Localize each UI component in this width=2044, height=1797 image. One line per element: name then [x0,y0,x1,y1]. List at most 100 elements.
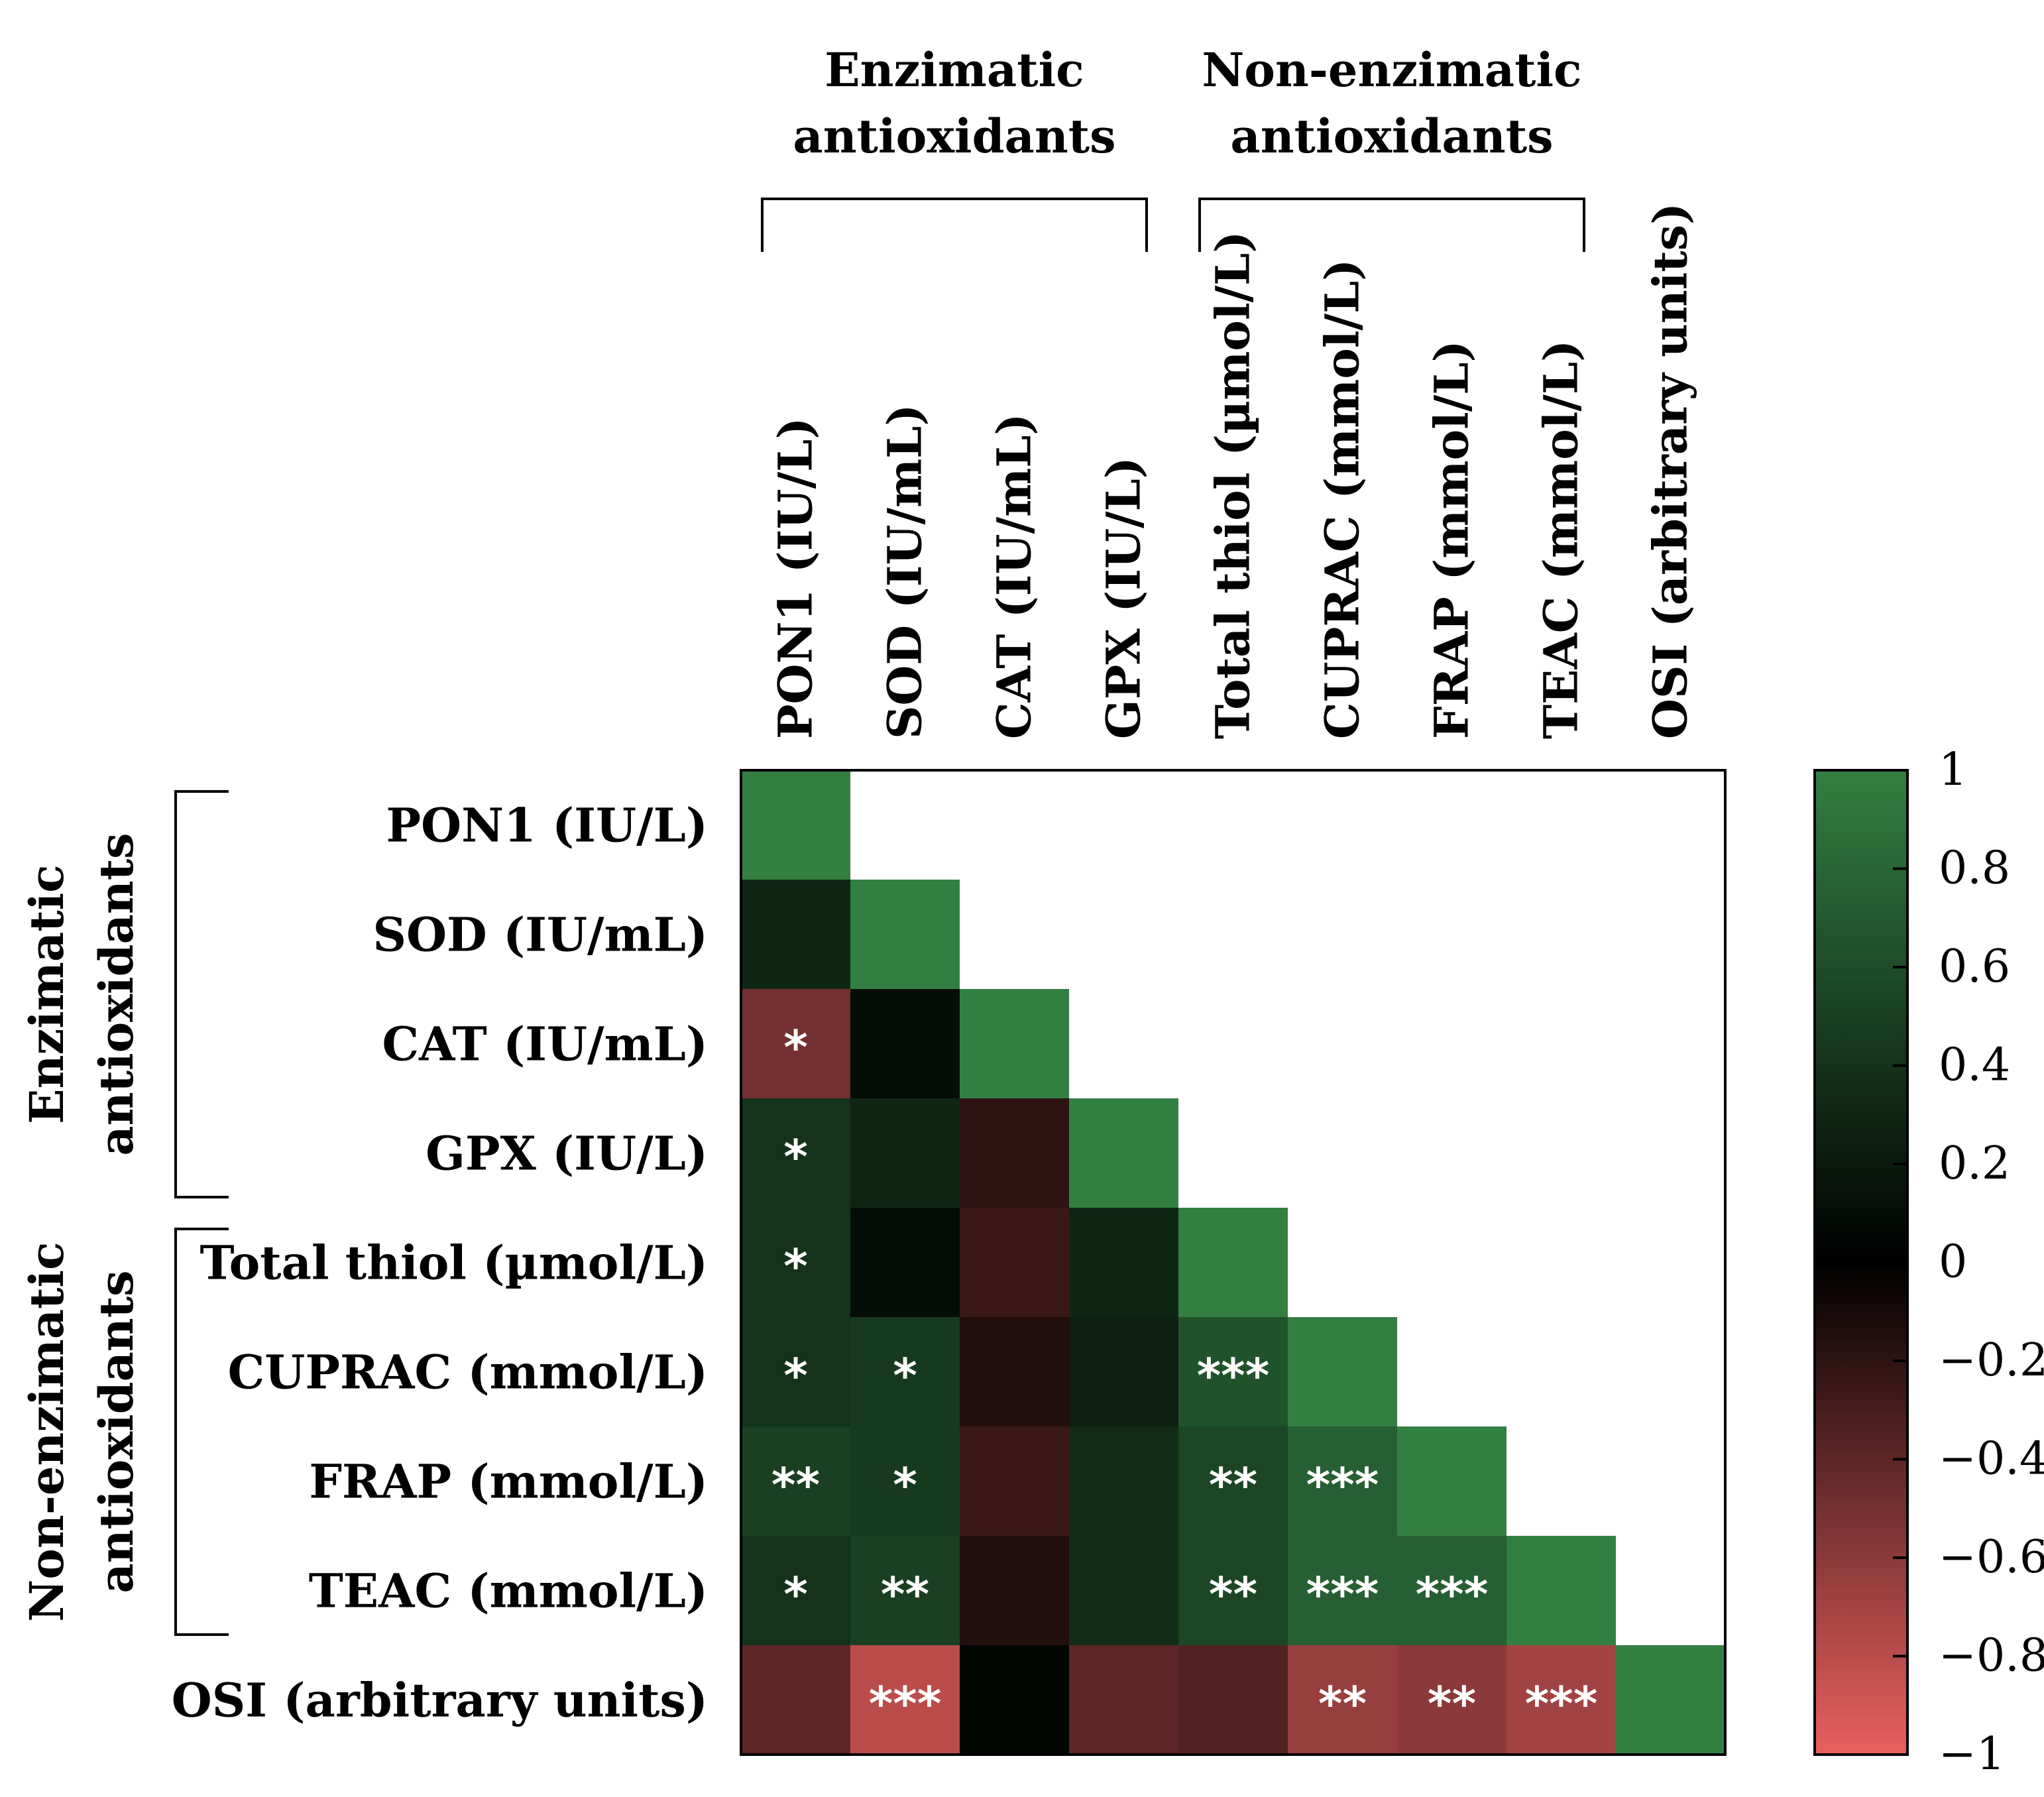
heatmap-cell-r6-c4 [1178,1426,1288,1536]
top-group-label-0-line1: Enzimatic [824,42,1084,97]
top-bracket-0 [761,198,1148,252]
heatmap-cell-r8-c5 [1288,1645,1397,1755]
heatmap-cell-r4-c0 [741,1208,850,1317]
heatmap-cell-r6-c2 [960,1426,1069,1536]
row-label-4: Total thiol (µmol/L) [200,1236,708,1291]
significance-mark-r8-c7: *** [1525,1677,1598,1731]
heatmap-cell-r5-c3 [1069,1317,1178,1426]
row-label-1: SOD (IU/mL) [373,907,708,962]
significance-mark-r5-c0: * [783,1349,808,1403]
heatmap-cell-r4-c4 [1178,1208,1288,1317]
heatmap-cell-r8-c1 [850,1645,960,1755]
significance-mark-r7-c6: *** [1416,1568,1489,1622]
significance-mark-r2-c0: * [783,1021,808,1075]
group-brackets: Enzimatic antioxidants Enzimatic antioxidan… [19,42,1585,1636]
top-group-label-1-line1: Non-enzimatic [1202,42,1581,97]
heatmap-cell-r6-c3 [1069,1426,1178,1536]
colorbar-tick-label-10: −1 [1939,1728,2005,1780]
colorbar-tick-label-1: 0.8 [1939,842,2010,895]
row-label-2: CAT (IU/mL) [382,1017,708,1072]
heatmap-cell-r8-c7 [1506,1645,1616,1755]
heatmap-cell-r7-c5 [1288,1536,1397,1645]
heatmap-cell-r6-c6 [1397,1426,1506,1536]
heatmap-cell-r4-c3 [1069,1208,1178,1317]
colorbar-gradient [1813,769,1909,1756]
heatmap-cell-r1-c0 [741,880,850,989]
significance-mark-r7-c1: ** [881,1568,929,1622]
significance-mark-r7-c4: ** [1209,1568,1257,1622]
left-bracket-0 [174,790,229,1198]
left-group-label-0-line1: Enzimatic [19,864,74,1124]
heatmap-cell-r5-c2 [960,1317,1069,1426]
heatmap-cell-r5-c4 [1178,1317,1288,1426]
heatmap-cell-r7-c6 [1397,1536,1506,1645]
significance-mark-r5-c4: *** [1197,1349,1270,1403]
significance-mark-r7-c5: *** [1306,1568,1379,1622]
heatmap-frame [740,769,1727,1756]
heatmap-cell-r7-c4 [1178,1536,1288,1645]
significance-mark-r5-c1: * [893,1349,917,1403]
colorbar-tick-label-5: 0 [1939,1236,1967,1289]
significance-mark-r6-c5: *** [1306,1458,1379,1513]
heatmap-cell-r7-c2 [960,1536,1069,1645]
colorbar-tick-label-8: −0.6 [1939,1531,2044,1584]
heatmap-cell-r4-c1 [850,1208,960,1317]
heatmap-cell-r2-c2 [960,989,1069,1098]
row-label-0: PON1 (IU/L) [386,798,709,853]
significance-mark-r8-c5: ** [1318,1677,1367,1731]
left-group-label-1-line2: antioxidants [89,1270,144,1593]
heatmap-cell-r8-c4 [1178,1645,1288,1755]
top-group-label-0-line2: antioxidants [793,109,1115,164]
heatmap-cell-r5-c0 [741,1317,850,1426]
heatmap-cell-r7-c0 [741,1536,850,1645]
row-label-6: FRAP (mmol/L) [309,1454,708,1509]
heatmap-cell-r8-c0 [741,1645,850,1755]
heatmap-cell-r8-c6 [1397,1645,1506,1755]
heatmap-cell-r2-c1 [850,989,960,1098]
row-labels: PON1 (IU/L) SOD (IU/mL) CAT (IU/mL) GPX (IU… [172,798,708,1728]
top-group-label-1-line2: antioxidants [1230,109,1553,164]
heatmap-cell-r3-c1 [850,1098,960,1208]
left-group-label-0-line2: antioxidants [89,833,144,1155]
column-label-0: PON1 (IU/L) [768,418,823,740]
column-label-4: Total thiol (µmol/L) [1206,231,1261,739]
significance-mark-r6-c0: ** [771,1458,820,1513]
heatmap-cell-r3-c2 [960,1098,1069,1208]
colorbar-tick-label-9: −0.8 [1939,1630,2044,1682]
heatmap-cell-r8-c2 [960,1645,1069,1755]
row-label-8: OSI (arbitrary units) [172,1673,708,1728]
column-labels: PON1 (IU/L) SOD (IU/mL) CAT (IU/mL) GPX (IU… [768,203,1698,739]
heatmap-cell-r6-c0 [741,1426,850,1536]
significance-mark-r8-c6: ** [1428,1677,1476,1731]
significance-mark-r6-c4: ** [1209,1458,1257,1513]
column-label-5: CUPRAC (mmol/L) [1315,259,1370,739]
top-bracket-1 [1198,198,1585,252]
row-label-3: GPX (IU/L) [426,1126,708,1181]
heatmap-cell-r3-c3 [1069,1098,1178,1208]
column-label-8: OSI (arbitrary units) [1643,203,1698,739]
colorbar-tick-label-0: 1 [1939,744,1967,796]
left-group-label-1-line1: Non-enzimatic [19,1242,74,1621]
column-label-1: SOD (IU/mL) [878,404,933,739]
heatmap-cell-r8-c3 [1069,1645,1178,1755]
significance-mark-r3-c0: * [783,1130,808,1185]
row-label-7: TEAC (mmol/L) [309,1564,708,1619]
column-label-3: GPX (IU/L) [1096,457,1151,739]
heatmap-cell-r7-c3 [1069,1536,1178,1645]
significance-marks: **** * ***** * ** **** ** ** *** ****** ** ** *** [771,1021,1598,1731]
significance-mark-r4-c0: * [783,1240,808,1294]
heatmap-cell-r4-c2 [960,1208,1069,1317]
column-label-7: TEAC (mmol/L) [1534,340,1589,739]
heatmap-cell-r0-c0 [741,770,850,880]
heatmap-cell-r2-c0 [741,989,850,1098]
heatmap-cell-r5-c1 [850,1317,960,1426]
colorbar-tick-label-7: −0.4 [1939,1433,2044,1485]
heatmap-cell-r3-c0 [741,1098,850,1208]
colorbar-tick-label-6: −0.2 [1939,1334,2044,1387]
colorbar-tick-label-3: 0.4 [1939,1039,2010,1092]
heatmap-cell-r5-c5 [1288,1317,1397,1426]
heatmap-cell-r1-c1 [850,880,960,989]
significance-mark-r7-c0: * [783,1568,808,1622]
heatmap-cell-r8-c8 [1616,1645,1725,1755]
